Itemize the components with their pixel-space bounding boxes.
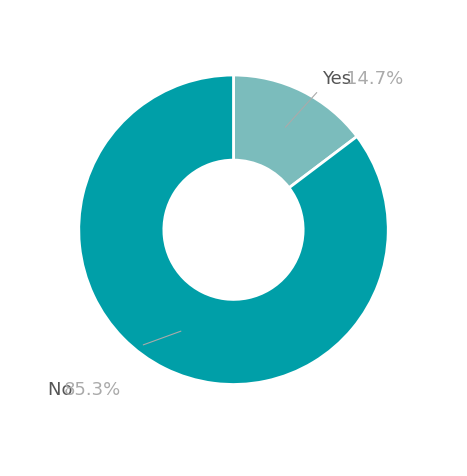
Text: 14.7%: 14.7% (347, 70, 403, 88)
Wedge shape (79, 76, 388, 385)
Text: No: No (48, 380, 78, 398)
Wedge shape (234, 76, 357, 188)
Text: 85.3%: 85.3% (64, 380, 121, 398)
Text: Yes: Yes (322, 70, 357, 88)
